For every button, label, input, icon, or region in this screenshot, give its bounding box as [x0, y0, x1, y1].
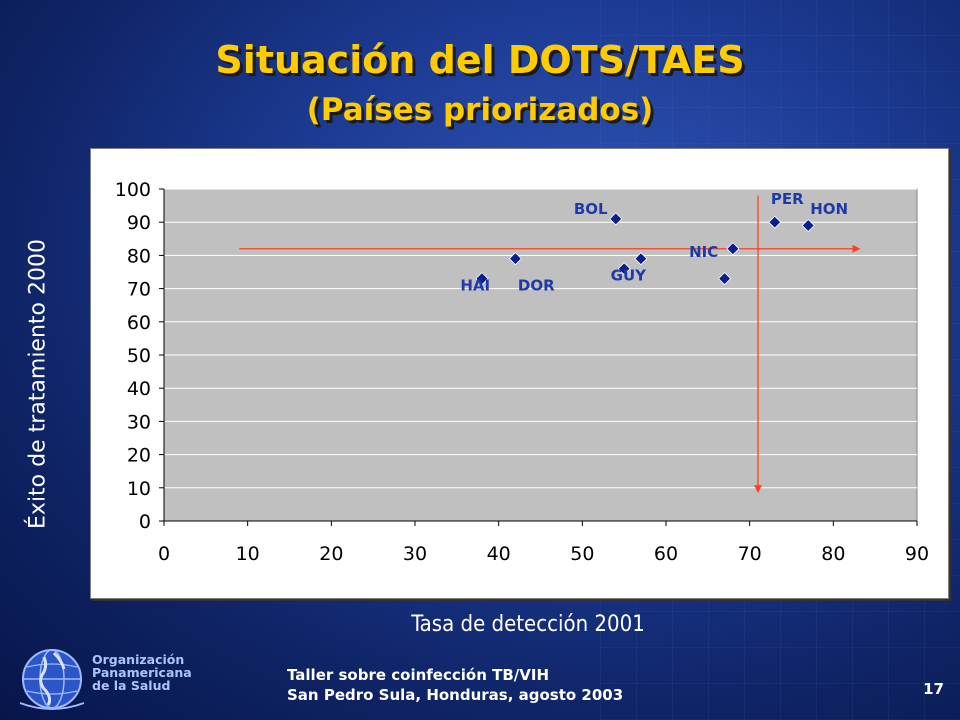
y-tick-label: 20 [127, 445, 151, 467]
point-label: HAI [460, 276, 490, 294]
x-tick-label: 90 [905, 543, 929, 565]
y-tick-label: 100 [115, 179, 151, 201]
data-point [609, 212, 623, 226]
data-point [508, 252, 522, 266]
y-tick-label: 70 [127, 279, 151, 301]
point-label: PER [771, 190, 804, 208]
y-axis-title: Éxito de tratamiento 2000 [25, 239, 51, 529]
point-label: BOL [574, 200, 608, 218]
x-tick-label: 60 [654, 543, 678, 565]
page-number: 17 [923, 680, 944, 698]
x-tick-label: 50 [570, 543, 594, 565]
x-tick-label: 40 [487, 543, 511, 565]
x-tick-label: 0 [158, 543, 170, 565]
slide-title: Situación del DOTS/TAES [215, 38, 745, 82]
org-line-1: Organización [92, 652, 185, 667]
x-axis-title: Tasa de detección 2001 [411, 612, 645, 637]
y-tick-label: 10 [127, 478, 151, 500]
y-tick-label: 90 [127, 212, 151, 234]
data-point [726, 242, 740, 256]
data-point [801, 218, 815, 233]
x-tick-label: 80 [821, 543, 845, 565]
data-point [617, 262, 631, 276]
y-tick-label: 80 [127, 245, 151, 267]
data-point [475, 272, 489, 286]
x-tick-label: 30 [403, 543, 427, 565]
paho-globe-logo [18, 645, 90, 717]
point-label: DOR [518, 276, 555, 294]
y-tick-label: 30 [127, 411, 151, 433]
event-info: Taller sobre coinfección TB/VIH San Pedr… [287, 665, 623, 705]
organization-name: Organización Panamericana de la Salud [92, 653, 192, 692]
x-tick-label: 20 [319, 543, 343, 565]
point-label: NIC [689, 243, 718, 261]
y-tick-label: 0 [139, 511, 151, 533]
org-line-2: Panamericana [92, 665, 192, 680]
event-line-2: San Pedro Sula, Honduras, agosto 2003 [287, 686, 624, 704]
y-tick-label: 60 [127, 312, 151, 334]
data-point [718, 272, 732, 286]
y-tick-label: 40 [127, 378, 151, 400]
org-line-3: de la Salud [92, 678, 171, 693]
x-tick-label: 70 [738, 543, 762, 565]
y-tick-label: 50 [127, 345, 151, 367]
data-point [634, 252, 648, 266]
chart-frame: 0 10 20 30 40 50 60 70 80 90 100 0 10 20 30 40 50 60 70 80 9… [90, 148, 949, 599]
scatter-chart: 0 10 20 30 40 50 60 70 80 90 100 0 10 20 30 40 50 60 70 80 9… [115, 179, 929, 565]
point-label: HON [810, 200, 848, 218]
data-point [768, 215, 782, 229]
slide-subtitle: (Países priorizados) [306, 92, 654, 128]
x-tick-label: 10 [236, 543, 260, 565]
event-line-1: Taller sobre coinfección TB/VIH [287, 666, 549, 684]
point-label: GUY [611, 266, 647, 284]
